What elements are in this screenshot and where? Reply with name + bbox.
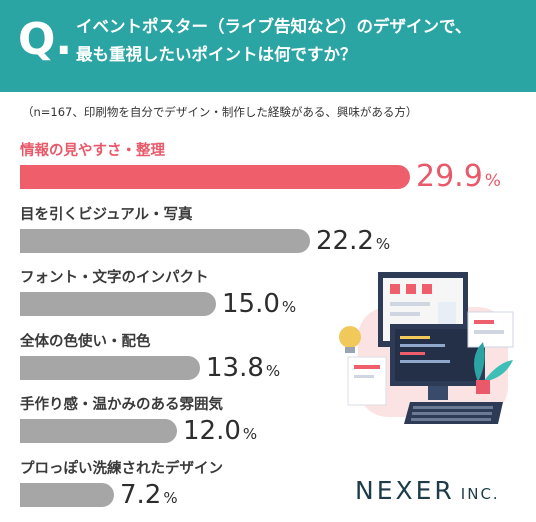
bar-label: フォント・文字のインパクト (20, 270, 209, 286)
value-number: 13.8 (206, 352, 264, 383)
value-number: 15.0 (222, 289, 280, 319)
question-line-1: イベントポスター（ライブ告知など）のデザインで、 (76, 17, 472, 36)
bar-label: 目を引くビジュアル・写真 (20, 206, 193, 223)
value-number: 7.2 (120, 479, 162, 510)
value-unit: % (163, 488, 178, 507)
bar-value-label: 7.2% (120, 482, 178, 508)
bar-label: 全体の色使い・配色 (20, 333, 151, 350)
value-number: 22.2 (316, 225, 374, 256)
bar (20, 228, 310, 253)
sample-note: （n=167、印刷物を自分でデザイン・制作した経験がある、興味がある方） (22, 105, 418, 119)
logo-main: NEXER (355, 476, 455, 505)
lightbulb-icon (339, 326, 361, 353)
bar-value-label: 12.0% (183, 418, 257, 444)
question-header: Q. イベントポスター（ライブ告知など）のデザインで、 最も重視したいポイントは… (0, 0, 536, 92)
value-number: 12.0 (183, 416, 241, 446)
paper-stack (347, 356, 387, 406)
workspace-illustration (339, 272, 514, 424)
logo-suffix: INC. (460, 485, 500, 503)
bar (20, 355, 200, 380)
bar-label: 手作り感・温かみのある雰囲気 (20, 397, 223, 413)
value-unit: % (242, 425, 258, 443)
value-unit: % (265, 361, 281, 380)
question-line-2: 最も重視したいポイントは何ですか？ (76, 45, 357, 64)
bar (20, 292, 216, 316)
value-number: 29.9 (416, 159, 483, 194)
bar (20, 165, 410, 189)
question-title: イベントポスター（ライブ告知など）のデザインで、 最も重視したいポイントは何です… (76, 13, 526, 69)
side-panel (467, 311, 514, 348)
bar-label: プロっぽい洗練されたデザイン (20, 460, 223, 477)
question-mark: Q. (18, 14, 73, 65)
plant-icon (474, 342, 513, 394)
company-logo: NEXER INC. (355, 478, 500, 503)
bar-value-label: 15.0% (222, 291, 296, 317)
value-unit: % (375, 234, 391, 253)
bar (20, 482, 114, 507)
bar-value-label: 22.2% (316, 228, 390, 254)
keyboard-icon (404, 402, 503, 424)
bar-value-label: 29.9% (416, 162, 501, 192)
value-unit: % (281, 298, 297, 316)
bar (20, 419, 177, 443)
value-unit: % (484, 171, 501, 191)
bar-label: 情報の見やすさ・整理 (20, 143, 165, 159)
bar-value-label: 13.8% (206, 355, 280, 381)
